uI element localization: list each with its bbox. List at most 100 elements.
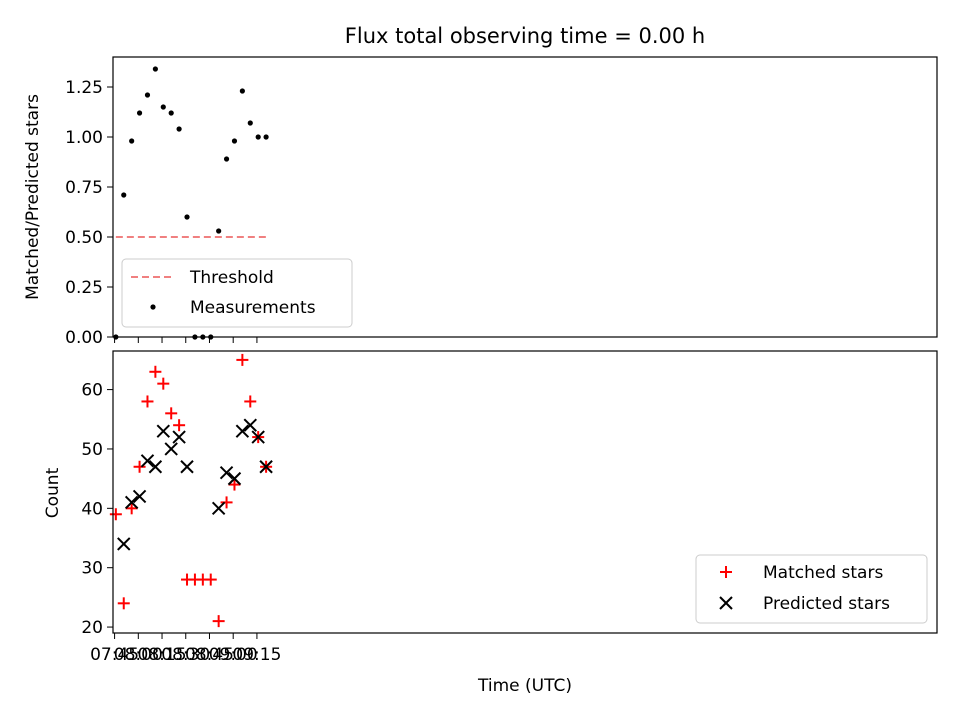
bottom-x-tick-label: 08:30 [161, 645, 210, 665]
measurement-point [152, 66, 158, 72]
predicted-star-point [227, 471, 242, 486]
predicted-star-point [211, 501, 226, 516]
predicted-star-point [235, 424, 250, 438]
top-panel: Flux total observing time = 0.00 h Match… [23, 24, 938, 348]
top-y-tick-label: 0.25 [65, 278, 103, 298]
predicted-star-point [243, 418, 257, 432]
measurement-point [263, 134, 269, 140]
matched-star-point [125, 502, 138, 515]
bottom-x-tick-label: 09:00 [209, 645, 258, 665]
measurement-point [255, 134, 261, 140]
bottom-y-ticks: 20 30 40 50 60 [81, 381, 113, 638]
matched-star-point [109, 508, 122, 521]
matched-star-point [157, 377, 170, 390]
legend-predicted-label: Predicted stars [763, 594, 890, 614]
matched-star-point [220, 496, 233, 509]
predicted-star-point [140, 454, 155, 468]
bottom-y-tick-label: 30 [81, 559, 103, 579]
bottom-x-tick-label: 08:15 [138, 645, 187, 665]
matched-star-point [149, 365, 162, 378]
top-y-tick-label: 0.00 [65, 328, 103, 348]
predicted-star-point [219, 465, 234, 480]
bottom-x-tick-label: 07:45 [90, 645, 139, 665]
top-legend-box [121, 258, 353, 328]
measurements-series [113, 66, 269, 340]
matched-star-point [236, 353, 249, 366]
bottom-x-tick-label: 08:00 [114, 645, 163, 665]
matched-star-point [228, 478, 241, 491]
matched-star-point [212, 615, 225, 628]
predicted-star-point [156, 424, 171, 438]
measurement-point [136, 110, 143, 116]
bottom-y-tick-label: 40 [81, 499, 103, 519]
top-y-ticks: 0.00 0.25 0.50 0.75 1.00 1.25 [65, 78, 113, 348]
predicted-star-stroke-b [164, 442, 178, 456]
predicted-star-stroke-b [227, 471, 242, 486]
top-panel-title: Flux total observing time = 0.00 h [345, 24, 705, 48]
top-y-tick-label: 0.75 [65, 178, 103, 198]
bottom-y-tick-label: 50 [81, 440, 103, 460]
matched-star-point [204, 573, 217, 586]
predicted-star-stroke-b [172, 430, 186, 444]
predicted-star-point [164, 442, 178, 456]
measurement-point [168, 110, 174, 116]
predicted-star-stroke-b [117, 537, 131, 551]
predicted-star-stroke-b [124, 495, 139, 510]
legend-measurements-swatch [150, 304, 156, 310]
measurement-point [160, 104, 166, 110]
predicted-star-stroke-b [211, 501, 226, 516]
predicted-star-stroke-b [148, 460, 163, 474]
predicted-star-point [251, 430, 265, 444]
measurement-point [239, 88, 245, 94]
predicted-star-stroke-b [180, 460, 194, 474]
matched-star-point [117, 597, 130, 610]
predicted-star-stroke-b [219, 465, 234, 480]
predicted-star-point [172, 430, 186, 444]
predicted-star-stroke-b [132, 489, 147, 504]
top-x-ticks [114, 337, 258, 343]
bottom-legend: Matched stars Predicted stars [695, 554, 928, 624]
measurement-point [176, 126, 182, 132]
top-y-tick-label: 1.00 [65, 128, 103, 148]
bottom-xlabel: Time (UTC) [477, 676, 572, 696]
measurement-point [231, 138, 238, 144]
predicted-star-point [132, 489, 147, 504]
measurement-point [223, 156, 230, 162]
bottom-y-tick-label: 20 [81, 618, 103, 638]
predicted-star-point [259, 460, 273, 474]
matched-star-point [141, 395, 154, 408]
top-plot-frame [112, 56, 938, 338]
bottom-x-tick-label: 09:15 [232, 645, 281, 665]
legend-matched-swatch [720, 566, 732, 578]
legend-threshold-label: Threshold [189, 268, 274, 288]
matched-star-point [173, 419, 186, 432]
predicted-star-stroke-b [156, 424, 171, 438]
matched-star-point [244, 395, 257, 408]
matched-star-point [165, 407, 178, 420]
measurement-point [216, 228, 222, 234]
legend-measurements-label: Measurements [190, 298, 316, 318]
bottom-x-tick-label: 08:45 [185, 645, 234, 665]
bottom-legend-box [695, 554, 928, 624]
top-ylabel: Matched/Predicted stars [23, 94, 43, 300]
predicted-star-point [148, 460, 163, 474]
legend-matched-label: Matched stars [763, 563, 883, 583]
measurement-point [184, 214, 190, 220]
measurement-point [121, 192, 127, 198]
predicted-star-stroke-b [243, 418, 257, 432]
top-y-tick-label: 1.25 [65, 78, 103, 98]
predicted-star-stroke-b [251, 430, 265, 444]
top-legend: Threshold Measurements [121, 258, 353, 328]
matched-star-point [133, 460, 146, 473]
top-y-tick-label: 0.50 [65, 228, 103, 248]
predicted-star-point [124, 495, 139, 510]
bottom-ylabel: Count [43, 467, 63, 518]
bottom-y-tick-label: 60 [81, 381, 103, 401]
predicted-star-stroke-b [235, 424, 250, 438]
measurement-point [144, 92, 151, 98]
measurement-point [129, 138, 135, 144]
predicted-star-stroke-b [140, 454, 155, 468]
